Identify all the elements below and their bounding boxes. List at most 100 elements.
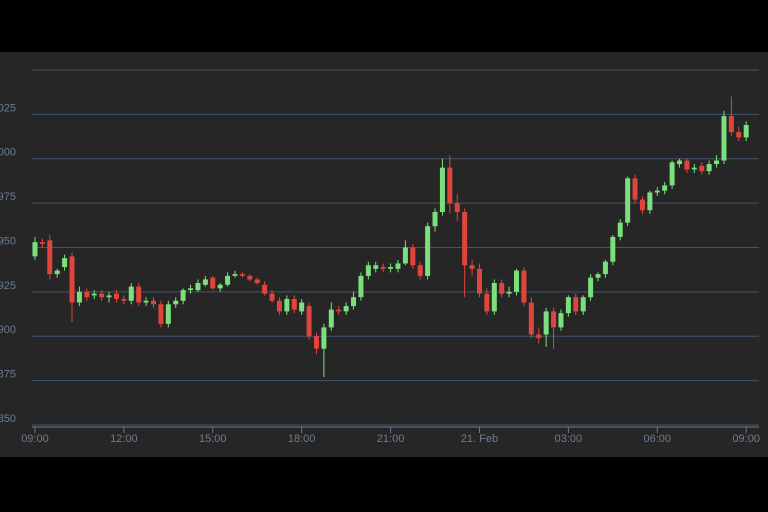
candle-body	[69, 256, 75, 303]
candle-body	[565, 297, 571, 314]
candle-body	[173, 300, 179, 305]
y-tick-label: 875	[0, 369, 16, 381]
candle-body	[313, 336, 319, 349]
candle-body	[143, 300, 149, 303]
candle-body	[262, 284, 268, 294]
x-tick-label: 09:00	[21, 433, 49, 445]
candle-body	[432, 212, 438, 227]
candle-body	[417, 265, 423, 276]
candle-body	[454, 203, 460, 212]
candle-body	[232, 274, 238, 276]
y-tick-label: 900	[0, 324, 16, 336]
candle-body	[210, 277, 216, 289]
candle-body	[551, 311, 557, 328]
candle-body	[291, 298, 297, 310]
candle-body	[573, 297, 579, 312]
candle-body	[388, 267, 394, 269]
candle-body	[514, 270, 520, 292]
candle-body	[128, 286, 134, 301]
candle-body	[521, 270, 527, 303]
candle-body	[610, 236, 616, 262]
candle-body	[706, 164, 712, 172]
candle-body	[343, 306, 349, 312]
candle-body	[284, 298, 290, 312]
candle-body	[536, 334, 542, 339]
candle-body	[217, 284, 223, 289]
candle-body	[714, 160, 720, 165]
candle-body	[239, 274, 245, 276]
candle-body	[699, 165, 705, 172]
candle-body	[469, 265, 475, 269]
candle-body	[669, 162, 675, 186]
candle-body	[165, 304, 171, 324]
candle-body	[558, 313, 564, 328]
candle-body	[328, 309, 334, 328]
candle-body	[691, 167, 697, 170]
candle-body	[595, 274, 601, 278]
candle-body	[358, 275, 364, 298]
candle-body	[306, 306, 312, 337]
candle-body	[721, 116, 727, 161]
candle-body	[91, 293, 97, 296]
candle-body	[121, 298, 127, 301]
candle-body	[76, 291, 82, 303]
candle-body	[276, 300, 282, 312]
y-tick-label: 000	[0, 147, 16, 159]
candle-body	[425, 226, 431, 276]
candle-body	[728, 116, 734, 133]
candle-body	[202, 279, 208, 285]
candle-body	[617, 222, 623, 237]
candle-body	[195, 283, 201, 291]
candle-body	[543, 311, 549, 335]
candle-body	[677, 160, 683, 165]
candle-body	[647, 192, 653, 211]
y-tick-label: 975	[0, 191, 16, 203]
candle-body	[62, 258, 68, 268]
x-tick-label: 09:00	[732, 433, 760, 445]
candle-body	[136, 286, 142, 303]
candle-body	[269, 293, 275, 301]
plot-background	[0, 52, 768, 457]
x-tick-label: 12:00	[110, 433, 138, 445]
y-tick-label: 925	[0, 280, 16, 292]
candle-body	[113, 293, 119, 299]
candle-body	[439, 167, 445, 212]
candle-body	[351, 297, 357, 307]
candle-body	[380, 267, 386, 269]
candle-body	[299, 302, 305, 312]
x-tick-label: 21:00	[377, 433, 405, 445]
candle-body	[736, 132, 742, 138]
candle-body	[99, 293, 105, 298]
candle-body	[225, 275, 231, 285]
candle-body	[373, 265, 379, 269]
candle-body	[662, 185, 668, 191]
x-tick-label: 15:00	[199, 433, 227, 445]
candle-body	[151, 300, 156, 305]
candle-body	[188, 288, 194, 291]
candle-body	[84, 291, 90, 298]
candle-body	[476, 268, 482, 294]
candle-body	[180, 290, 186, 301]
y-tick-label: 850	[0, 413, 16, 425]
candle-body	[743, 125, 749, 138]
x-tick-label: 03:00	[555, 433, 583, 445]
candle-body	[47, 240, 53, 275]
candle-body	[254, 279, 260, 283]
candle-body	[462, 212, 468, 266]
y-tick-label: 950	[0, 235, 16, 247]
y-tick-label: 025	[0, 102, 16, 114]
candle-body	[625, 178, 631, 223]
candle-body	[588, 277, 594, 298]
candle-body	[39, 242, 45, 244]
candle-body	[321, 327, 327, 349]
candle-body	[684, 160, 690, 170]
x-tick-label: 18:00	[288, 433, 316, 445]
candle-body	[336, 309, 342, 312]
candle-body	[447, 167, 453, 204]
candle-body	[499, 283, 505, 294]
candle-body	[106, 295, 112, 298]
candle-body	[639, 199, 645, 211]
candle-body	[484, 293, 490, 312]
